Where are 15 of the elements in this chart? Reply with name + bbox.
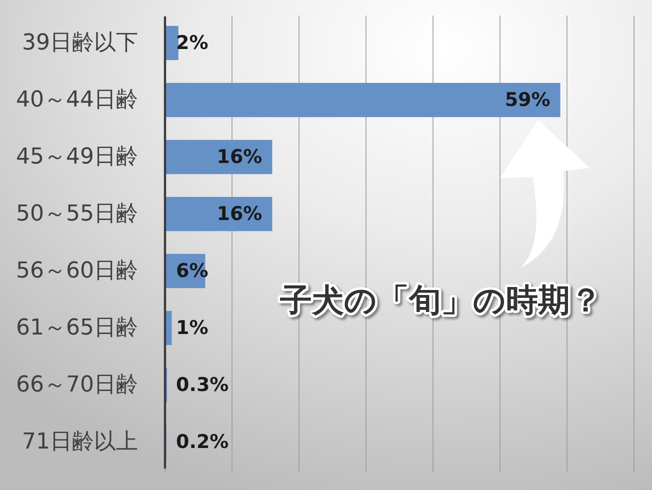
y-tick-label: 71日齢以上	[22, 430, 138, 454]
y-tick-label: 45～49日齢	[16, 144, 138, 170]
data-label: 59%	[504, 89, 550, 111]
data-label: 0.3%	[176, 374, 229, 396]
y-tick-label: 50～55日齢	[16, 202, 138, 226]
data-label: 0.2%	[176, 431, 229, 453]
y-tick-label: 61～65日齢	[16, 316, 138, 340]
y-tick-label: 39日齢以下	[22, 30, 138, 56]
data-label: 1%	[176, 317, 208, 339]
annotation: 子犬の「旬」の時期？	[279, 281, 602, 319]
y-tick-label: 40～44日齢	[16, 88, 138, 112]
y-tick-label: 66～70日齢	[16, 372, 138, 398]
data-label: 16%	[216, 203, 262, 225]
y-tick-label: 56～60日齢	[16, 258, 138, 284]
data-label: 16%	[216, 146, 262, 168]
